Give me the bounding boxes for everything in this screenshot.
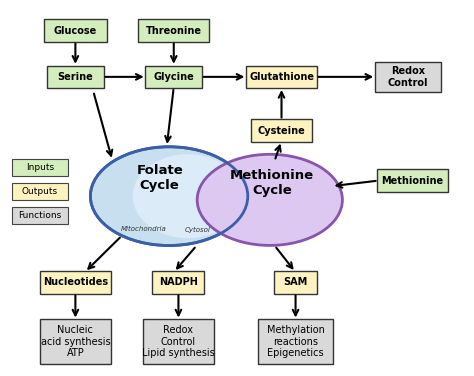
FancyBboxPatch shape <box>40 271 111 294</box>
FancyBboxPatch shape <box>246 65 317 88</box>
FancyBboxPatch shape <box>258 319 333 364</box>
Text: Cytosol: Cytosol <box>184 226 210 232</box>
Ellipse shape <box>133 154 243 238</box>
Text: Glycine: Glycine <box>154 72 194 82</box>
FancyBboxPatch shape <box>377 169 448 192</box>
FancyBboxPatch shape <box>138 19 209 42</box>
Text: Folate
Cycle: Folate Cycle <box>137 164 183 192</box>
Text: NADPH: NADPH <box>159 277 198 288</box>
Text: Methionine
Cycle: Methionine Cycle <box>230 169 314 197</box>
FancyBboxPatch shape <box>44 19 107 42</box>
Text: Outputs: Outputs <box>22 187 58 196</box>
FancyBboxPatch shape <box>12 159 68 176</box>
Text: Methylation
reactions
Epigenetics: Methylation reactions Epigenetics <box>266 325 325 358</box>
FancyBboxPatch shape <box>12 207 68 224</box>
Text: Nucleotides: Nucleotides <box>43 277 108 288</box>
Text: Mitochondria: Mitochondria <box>120 226 166 232</box>
Text: Glutathione: Glutathione <box>249 72 314 82</box>
FancyBboxPatch shape <box>143 319 214 364</box>
Text: Cysteine: Cysteine <box>258 126 305 136</box>
FancyBboxPatch shape <box>12 183 68 200</box>
Text: Serine: Serine <box>57 72 93 82</box>
FancyBboxPatch shape <box>251 119 312 142</box>
FancyBboxPatch shape <box>274 271 317 294</box>
Ellipse shape <box>91 147 248 246</box>
Text: Functions: Functions <box>18 211 62 220</box>
FancyBboxPatch shape <box>146 65 202 88</box>
FancyBboxPatch shape <box>153 271 204 294</box>
FancyBboxPatch shape <box>375 62 441 92</box>
Text: Threonine: Threonine <box>146 26 202 36</box>
Text: SAM: SAM <box>283 277 308 288</box>
FancyBboxPatch shape <box>40 319 111 364</box>
Text: Nucleic
acid synthesis
ATP: Nucleic acid synthesis ATP <box>41 325 110 358</box>
Text: Redox
Control
Lipid synthesis: Redox Control Lipid synthesis <box>142 325 215 358</box>
Ellipse shape <box>197 154 342 246</box>
Text: Redox
Control: Redox Control <box>388 66 428 88</box>
Text: Inputs: Inputs <box>26 163 54 172</box>
Text: Methionine: Methionine <box>382 176 444 186</box>
Text: Glucose: Glucose <box>54 26 97 36</box>
FancyBboxPatch shape <box>47 65 104 88</box>
